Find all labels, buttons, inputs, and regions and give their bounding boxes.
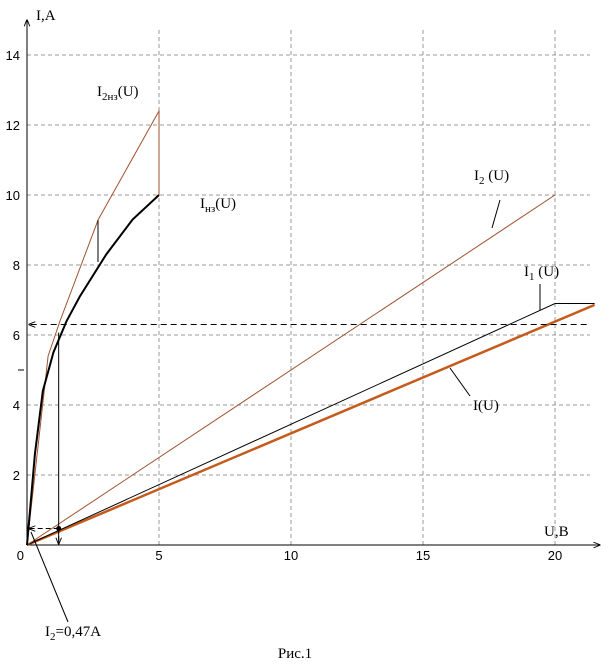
label-arg: (U) <box>478 398 499 414</box>
leader-line <box>449 367 471 397</box>
label-arg: (U) <box>118 84 139 100</box>
series-label: I(U) <box>473 398 499 414</box>
y-axis-label: I,A <box>36 8 56 24</box>
y-tick-label: 6 <box>13 328 20 343</box>
x-axis-label: U,B <box>544 524 569 540</box>
x-tick-label: 0 <box>17 548 24 563</box>
series-line <box>26 109 160 546</box>
series-line <box>26 194 160 546</box>
label-base: I <box>474 168 479 184</box>
series-label: I2нз(U) <box>97 84 139 103</box>
label-base: I <box>45 624 50 640</box>
label-base: I <box>97 84 102 100</box>
x-tick-label: 5 <box>155 548 162 563</box>
series-line <box>26 303 596 547</box>
x-tick-label: 20 <box>548 548 562 563</box>
series-label: I1 (U) <box>524 264 559 283</box>
series-label: I2 (U) <box>474 168 509 187</box>
label-base: I <box>473 398 478 414</box>
y-tick-label: 10 <box>6 188 20 203</box>
label-base: I <box>200 196 205 212</box>
series-line <box>26 194 556 546</box>
caption: Рис.1 <box>278 646 312 662</box>
label-arg: (U) <box>485 168 510 184</box>
y-tick-label: 14 <box>6 48 20 63</box>
label-arg: (U) <box>215 196 236 212</box>
guide-point <box>56 526 62 532</box>
label-sub: нз <box>205 203 215 215</box>
label-sub: 2 <box>479 175 485 187</box>
x-tick-label: 15 <box>416 548 430 563</box>
series-line <box>26 303 595 546</box>
leader-line <box>30 531 69 623</box>
label-base: I <box>524 264 529 280</box>
y-tick-label: 4 <box>13 398 20 413</box>
x-tick-label: 10 <box>284 548 298 563</box>
label-sub: 2нз <box>102 91 118 103</box>
series-label: Iнз(U) <box>200 196 236 215</box>
label-sub: 2 <box>50 631 56 643</box>
y-tick-label: 12 <box>6 118 20 133</box>
label-arg: (U) <box>535 264 560 280</box>
y-tick-label: 2 <box>13 468 20 483</box>
label-sub: 1 <box>529 271 535 283</box>
label-arg: =0,47A <box>56 624 102 640</box>
leader-line <box>491 199 501 229</box>
guide-label: I2=0,47A <box>45 624 101 643</box>
y-tick-label: 8 <box>13 258 20 273</box>
